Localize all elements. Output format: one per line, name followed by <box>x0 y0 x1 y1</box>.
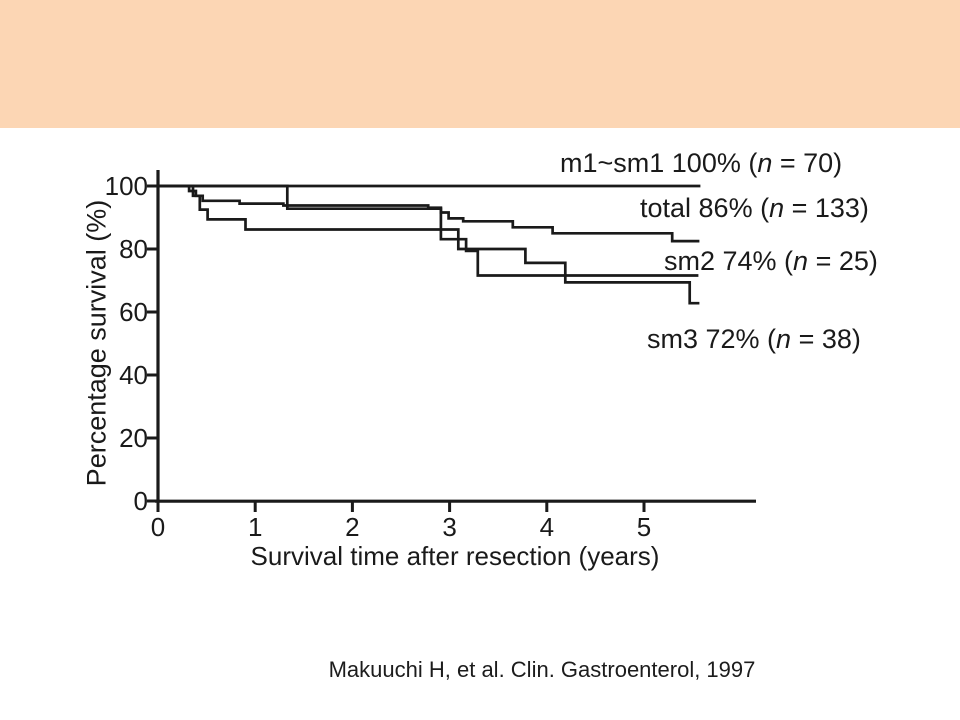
curve-label-text: sm2 74% ( <box>664 246 794 276</box>
x-tick-label: 0 <box>150 512 166 542</box>
curve-label-text: m1~sm1 100% ( <box>560 148 758 178</box>
y-tick-label: 60 <box>119 297 148 327</box>
header-banner <box>0 0 960 128</box>
y-tick-label: 40 <box>119 360 148 390</box>
curve-label-text: = 38) <box>791 324 861 354</box>
y-tick-label: 80 <box>119 234 148 264</box>
curve-label-n: n <box>776 324 792 354</box>
x-tick-label: 3 <box>442 512 457 542</box>
curve-label-n: n <box>757 148 773 178</box>
curve-label-n: n <box>793 246 809 276</box>
curve-label-total: total 86% (n = 133) <box>640 193 869 224</box>
curve-label-sm3: sm3 72% (n = 38) <box>647 324 861 355</box>
x-tick-label: 2 <box>345 512 360 542</box>
curve-label-m1-sm1: m1~sm1 100% (n = 70) <box>560 148 842 179</box>
curve-sm3 <box>158 184 700 305</box>
y-tick-label: 0 <box>133 486 148 516</box>
citation-text: Makuuchi H, et al. Clin. Gastroenterol, … <box>328 657 756 682</box>
curve-sm2 <box>158 184 699 277</box>
curve-total <box>158 184 700 243</box>
curve-label-text: total 86% ( <box>640 193 770 223</box>
y-tick-label: 100 <box>104 171 148 201</box>
x-tick-label: 5 <box>636 512 652 542</box>
y-tick-label: 20 <box>119 423 148 453</box>
x-tick-label: 1 <box>247 512 263 542</box>
curve-label-text: sm3 72% ( <box>647 324 777 354</box>
curve-label-n: n <box>769 193 785 223</box>
curve-label-text: = 133) <box>784 193 869 223</box>
curve-label-sm2: sm2 74% (n = 25) <box>664 246 878 277</box>
curve-label-text: = 25) <box>808 246 878 276</box>
x-tick-label: 4 <box>539 512 555 542</box>
x-axis-title: Survival time after resection (years) <box>250 541 660 571</box>
curve-label-text: = 70) <box>772 148 843 178</box>
